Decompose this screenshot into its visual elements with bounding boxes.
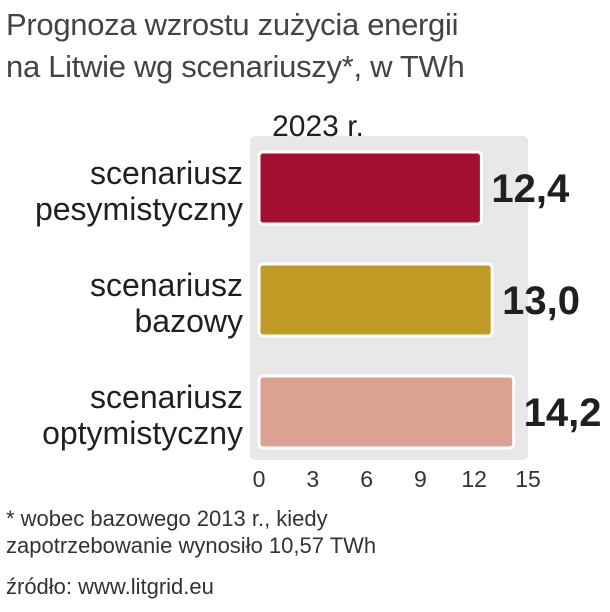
value-label-0: 12,4: [491, 167, 570, 211]
value-label-2: 14,2: [524, 391, 602, 435]
bar-1: [257, 262, 494, 338]
footnote: * wobec bazowego 2013 r., kiedy zapotrze…: [6, 505, 606, 559]
x-tick-label-2: 6: [360, 466, 373, 492]
bar-0: [257, 150, 483, 226]
year-label: 2023 r.: [272, 110, 364, 143]
category-label-1-line-1: scenariusz: [90, 267, 243, 303]
footnote-line-2: zapotrzebowanie wynosiło 10,57 TWh: [6, 533, 377, 558]
x-tick-label-4: 12: [461, 466, 487, 492]
source-note: źródło: www.litgrid.eu: [6, 574, 214, 599]
category-label-2-line-1: scenariusz: [90, 379, 243, 415]
category-label-1-line-2: bazowy: [135, 303, 244, 339]
x-tick-label-5: 15: [515, 466, 541, 492]
x-tick-label-3: 9: [414, 466, 427, 492]
value-label-1: 13,0: [502, 279, 580, 323]
x-tick-label-0: 0: [253, 466, 266, 492]
category-label-2-line-2: optymistyczny: [42, 415, 243, 451]
category-label-0-line-1: scenariusz: [90, 155, 243, 191]
bar-2: [257, 374, 516, 450]
category-label-0-line-2: pesymistyczny: [35, 191, 243, 227]
footnote-line-1: * wobec bazowego 2013 r., kiedy: [6, 506, 328, 531]
chart-title: Prognoza wzrostu zużycia energii na Litw…: [6, 4, 606, 88]
title-line-1: Prognoza wzrostu zużycia energii: [6, 7, 459, 42]
title-line-2: na Litwie wg scenariuszy*, w TWh: [6, 49, 465, 84]
x-tick-label-1: 3: [306, 466, 319, 492]
